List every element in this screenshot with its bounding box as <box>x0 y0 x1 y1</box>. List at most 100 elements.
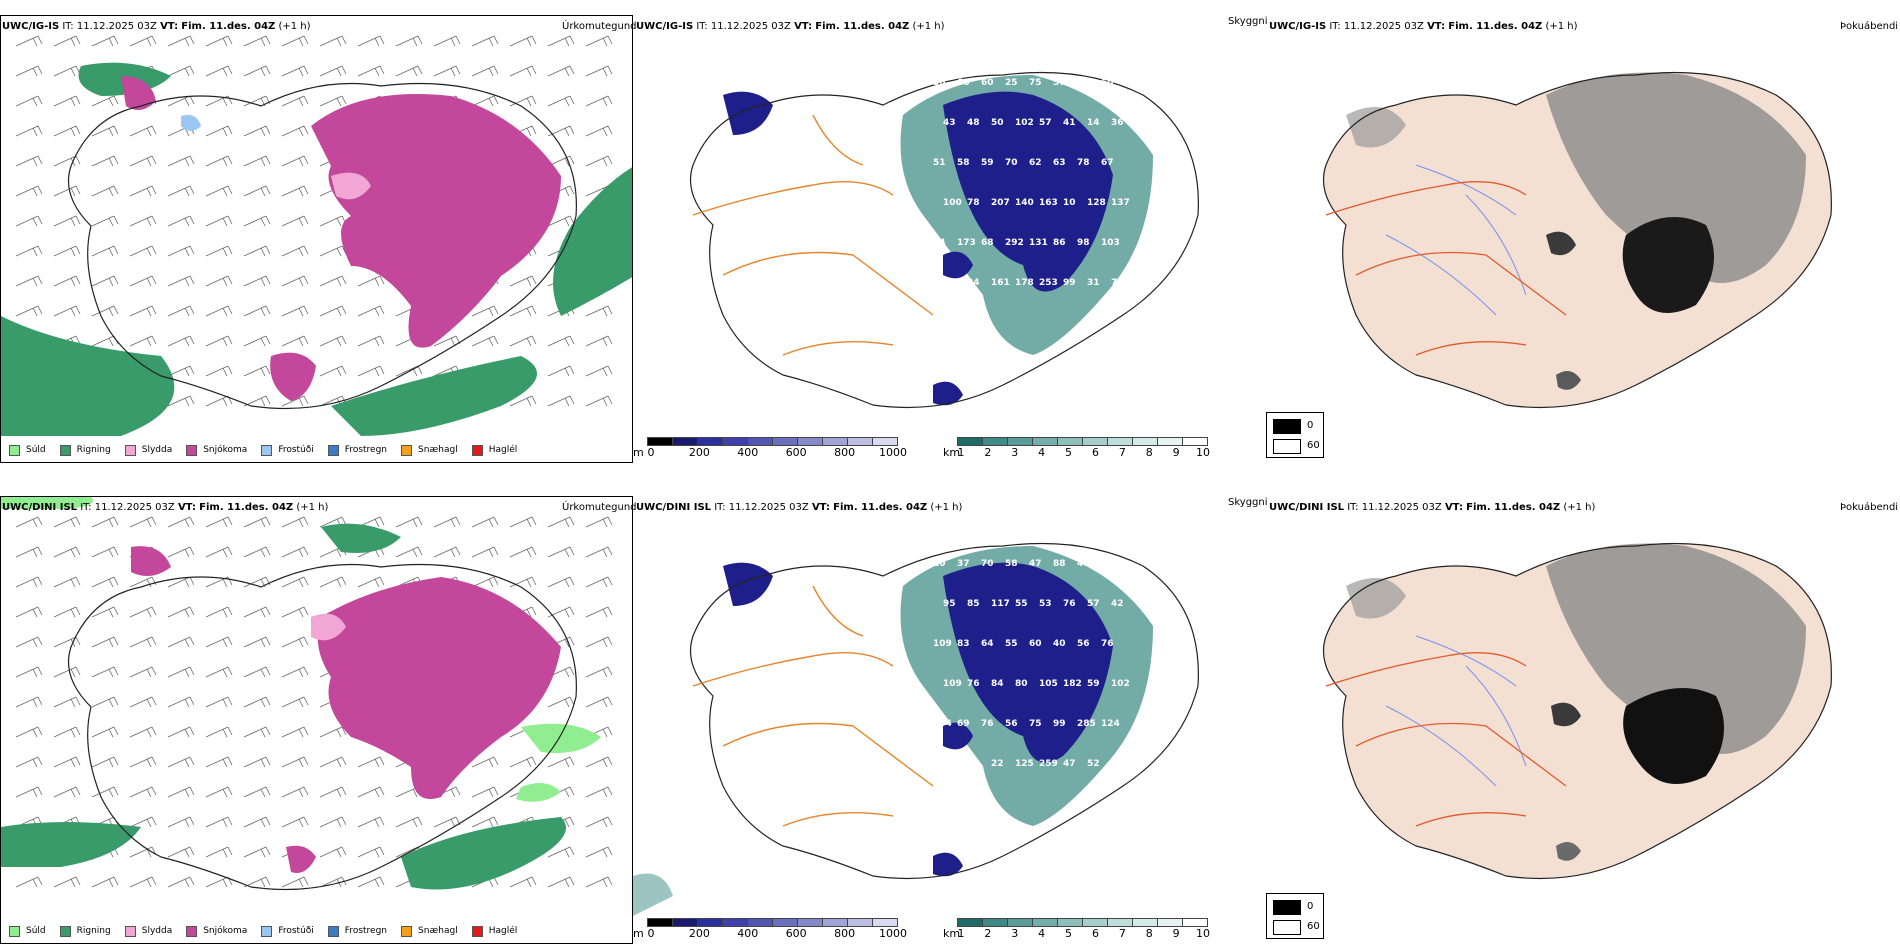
legend-swatch <box>327 925 339 937</box>
snow-area <box>270 352 316 401</box>
cloud-height-label: 128 <box>1087 198 1106 208</box>
wind-barb <box>547 35 575 47</box>
cloud-height-label: 37 <box>957 559 970 569</box>
wind-barb <box>319 846 347 858</box>
wind-barb <box>53 245 81 257</box>
wind-barb <box>585 516 613 528</box>
cloud-height-label: 109 <box>943 679 962 689</box>
wind-barb <box>471 305 499 317</box>
colorbar-segment <box>1032 437 1058 446</box>
model-name: UWC/IG-IS <box>1269 21 1327 32</box>
fog-dark-area <box>1546 231 1576 256</box>
wind-barb <box>129 245 157 257</box>
wind-barb <box>585 365 613 377</box>
cloud-height-label: 68 <box>981 238 994 248</box>
wind-barb <box>357 65 385 77</box>
wind-barb <box>281 516 309 528</box>
wind-barb <box>53 305 81 317</box>
wind-barb <box>243 666 271 678</box>
wind-barb <box>15 185 43 197</box>
snow-area <box>317 577 561 799</box>
wind-barb <box>585 786 613 798</box>
wind-barb <box>167 666 195 678</box>
cloud-height-label: 70 <box>1005 158 1018 168</box>
cloud-height-label: 58 <box>1005 559 1018 569</box>
cloud-height-label: 40 <box>1053 639 1066 649</box>
cloud-height-label: 112 <box>1101 559 1120 569</box>
wind-barb <box>167 155 195 167</box>
wind-barb <box>15 95 43 107</box>
cloud-height-label: 259 <box>1039 759 1058 769</box>
colorbar-segment <box>1107 918 1133 927</box>
wind-barb <box>509 65 537 77</box>
cloud-dark-area <box>943 562 1113 763</box>
fog-dark-area <box>1556 371 1581 390</box>
wind-barb <box>509 305 537 317</box>
wind-barb <box>395 546 423 558</box>
cloud-height-label: 74 <box>1111 278 1124 288</box>
colorbar-tick: 4 <box>1038 446 1046 459</box>
cloud-colorbar-m-top: m 0 200 400 600 800 1000 <box>633 437 933 461</box>
wind-barb <box>53 636 81 648</box>
wind-barb <box>547 95 575 107</box>
wind-barb <box>243 305 271 317</box>
colorbar-segment <box>747 918 773 927</box>
wind-barb <box>319 245 347 257</box>
colorbar-segment <box>982 918 1008 927</box>
wind-barb <box>205 335 233 347</box>
cloud-height-label: 36 <box>1111 118 1124 128</box>
fog-grey-area <box>1546 72 1806 283</box>
cloud-height-label: 99 <box>1063 278 1076 288</box>
colorbar-tick: 200 <box>688 446 710 459</box>
legend-label: Snæhagl <box>418 445 458 455</box>
wind-barb <box>319 305 347 317</box>
wind-barb <box>129 215 157 227</box>
wind-barb <box>205 606 233 618</box>
iceland-coastline <box>67 563 577 891</box>
rain-area <box>321 523 401 553</box>
wind-barb <box>167 576 195 588</box>
wind-barb <box>91 756 119 768</box>
fog-header-top: UWC/IG-IS IT: 11.12.2025 03Z VT: Fim. 11… <box>1269 21 1578 33</box>
wind-barb <box>129 666 157 678</box>
legend-label: Rigning <box>76 926 111 936</box>
fog-scale-low-swatch <box>1273 920 1301 935</box>
vt-label: VT: <box>160 21 179 32</box>
legend-item: Frostúði <box>261 925 314 937</box>
wind-barb <box>167 876 195 888</box>
wind-barb <box>281 275 309 287</box>
colorbar-tick: 3 <box>1011 927 1019 940</box>
cloud-dark-area <box>723 562 773 606</box>
cloud-height-label: 76 <box>1101 639 1114 649</box>
fog-title-bottom: Þokuábendi <box>1840 502 1899 513</box>
wind-barb <box>281 155 309 167</box>
cloud-height-label: 125 <box>1015 759 1034 769</box>
wind-barb <box>243 185 271 197</box>
wind-barb <box>585 606 613 618</box>
cloud-height-label: 86 <box>1053 238 1066 248</box>
wind-barb <box>509 95 537 107</box>
cloud-height-label: 60 <box>981 78 994 88</box>
wind-barb <box>243 516 271 528</box>
wind-barb <box>547 576 575 588</box>
lead-time: (+1 h) <box>1545 21 1578 32</box>
colorbar-tick: 6 <box>1091 927 1099 940</box>
colorbar-tick: 2 <box>984 446 992 459</box>
wind-barb <box>319 756 347 768</box>
wind-barb <box>281 395 309 407</box>
cloud-height-label: 55 <box>1005 639 1018 649</box>
cloud-height-label: 42 <box>943 278 956 288</box>
cloud-height-label: 285 <box>1077 719 1096 729</box>
vt-value: Fim. 11.des. 04Z <box>1466 502 1561 513</box>
cloud-height-label: 53 <box>1039 599 1052 609</box>
wind-barb <box>471 546 499 558</box>
cloud-height-label: 57 <box>1053 78 1066 88</box>
colorbar-segment <box>672 437 698 446</box>
precip-map-top <box>1 35 632 436</box>
cloud-height-label: 117 <box>991 599 1010 609</box>
colorbar-segment <box>822 918 848 927</box>
wind-barb <box>281 245 309 257</box>
legend-item: Frostúði <box>261 444 314 456</box>
model-name: UWC/IG-IS <box>2 21 60 32</box>
it-value: 11.12.2025 03Z <box>1361 502 1442 513</box>
